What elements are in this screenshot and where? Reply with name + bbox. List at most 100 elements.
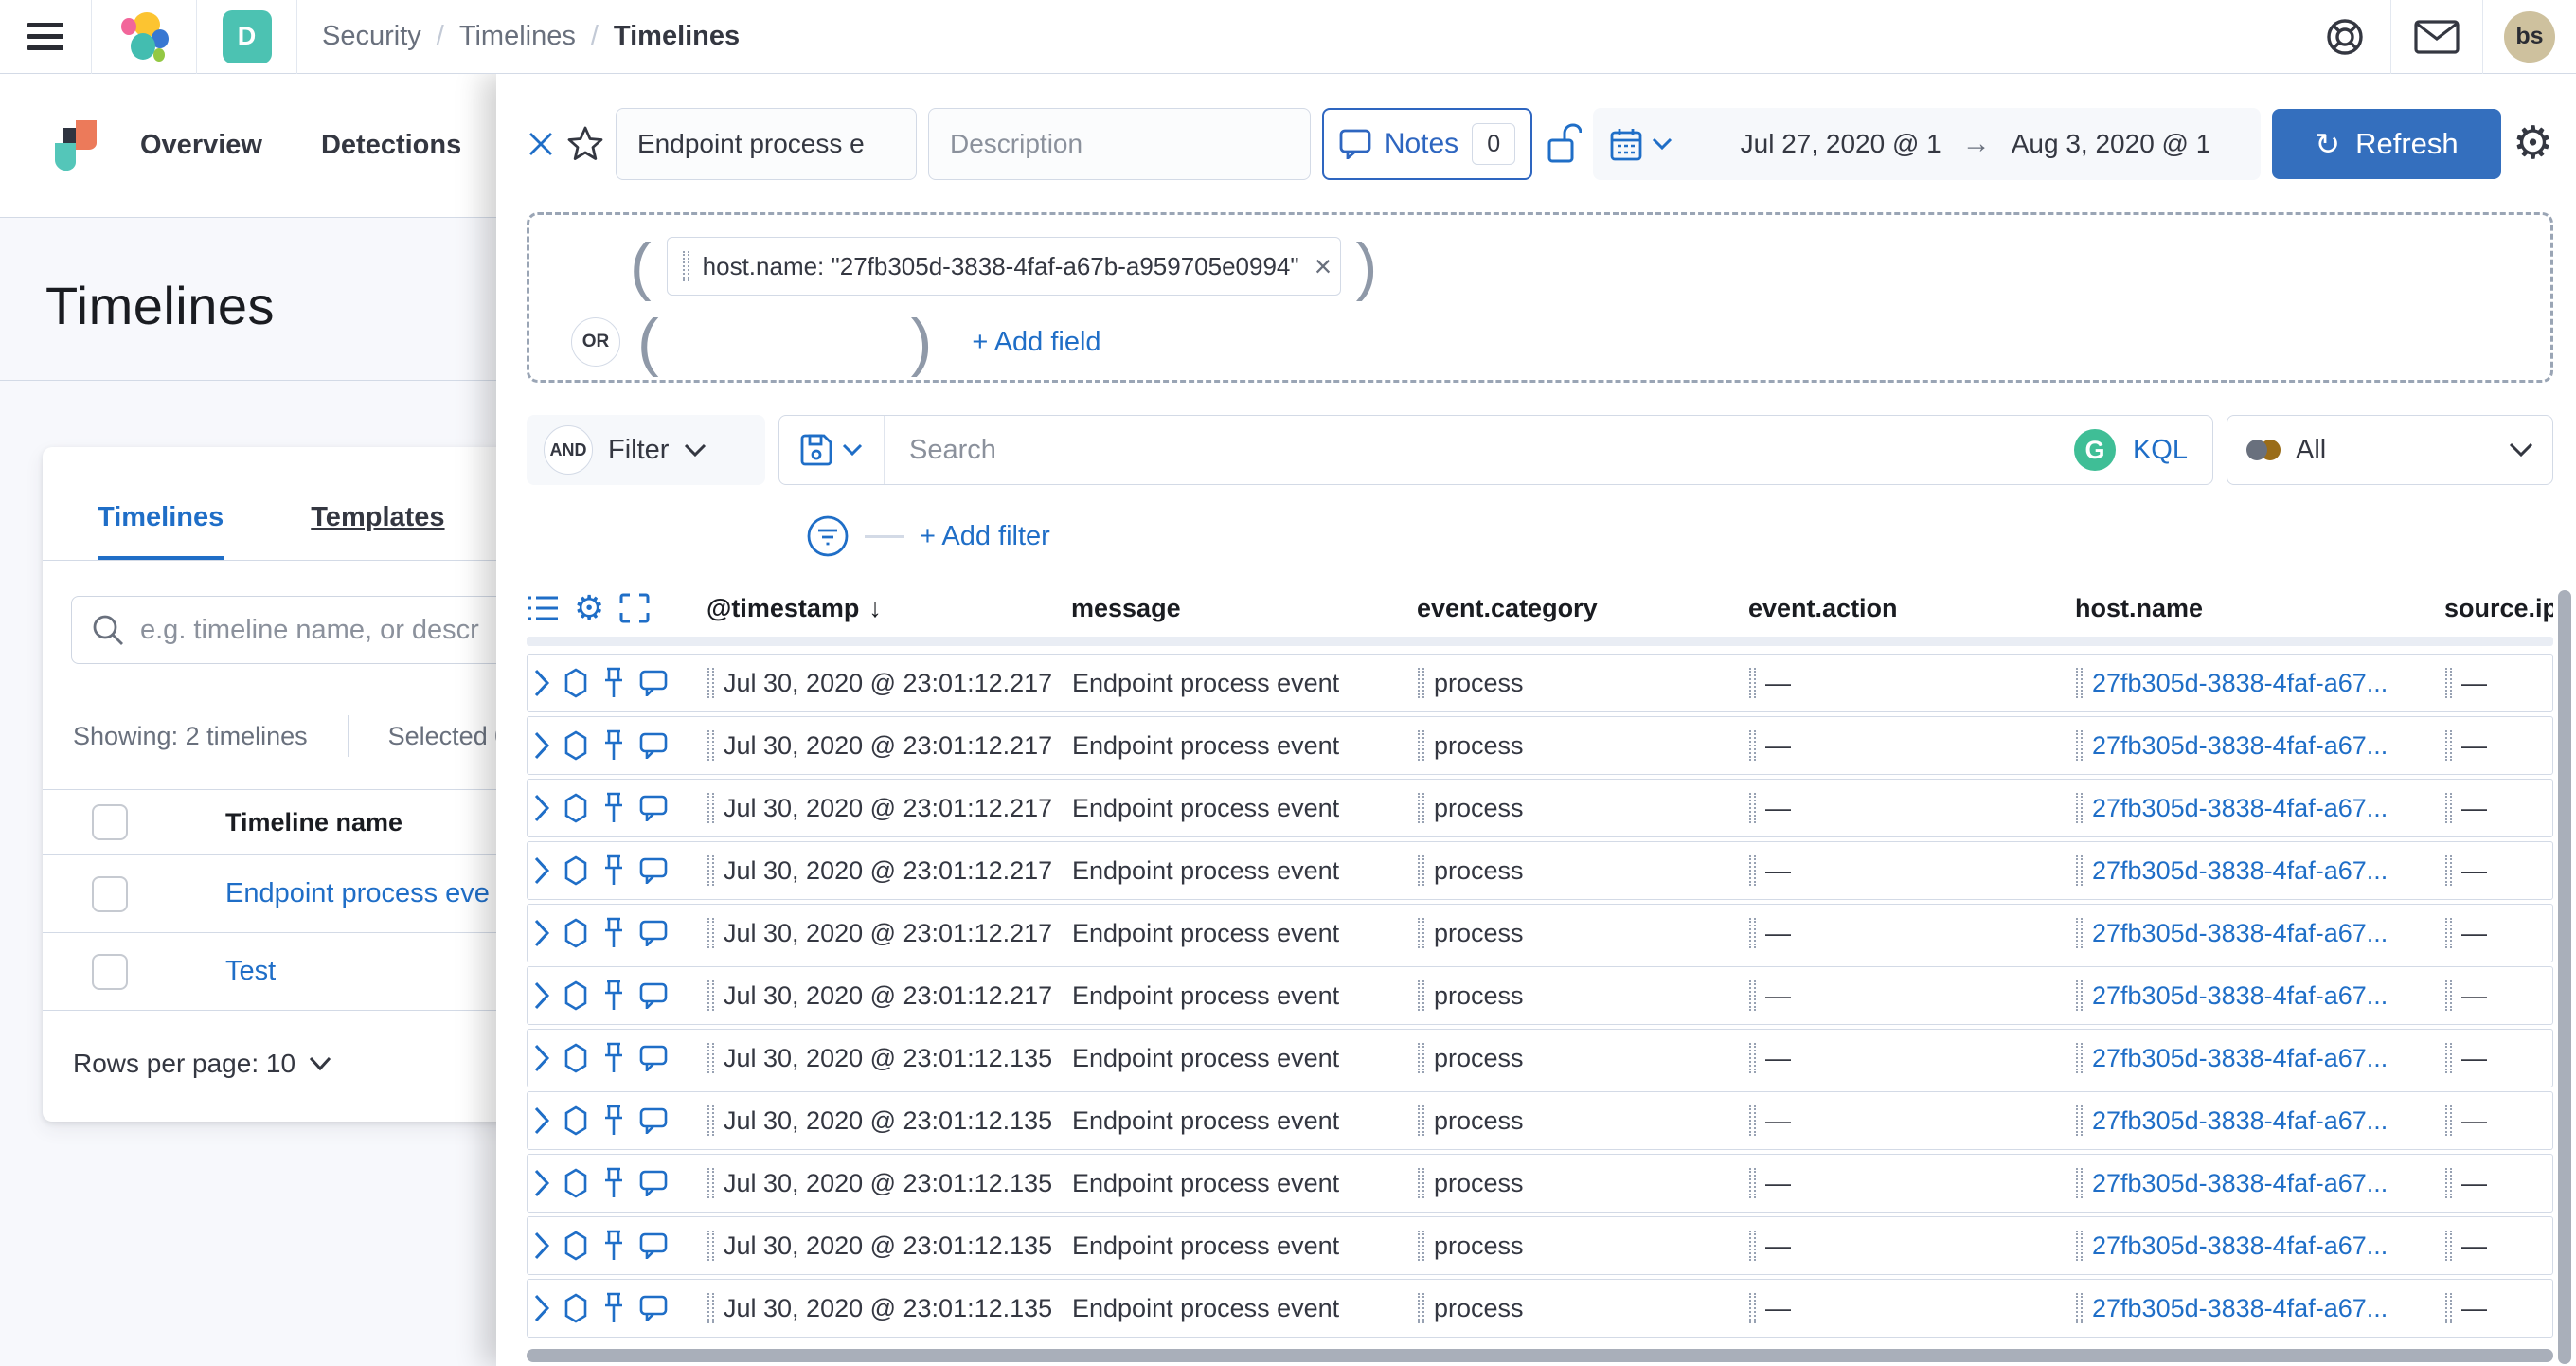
- drag-handle[interactable]: [1749, 918, 1756, 948]
- date-start[interactable]: Jul 27, 2020 @ 1: [1740, 129, 1941, 158]
- breadcrumb-security[interactable]: Security: [322, 21, 421, 51]
- analyze-event-icon[interactable]: [564, 668, 588, 698]
- drag-handle[interactable]: [682, 251, 689, 281]
- pin-icon[interactable]: [601, 917, 626, 949]
- pin-icon[interactable]: [601, 1230, 626, 1262]
- event-row[interactable]: Jul 30, 2020 @ 23:01:12.135 Endpoint pro…: [527, 1216, 2553, 1275]
- expand-event-icon[interactable]: [533, 669, 550, 697]
- timeline-list-row[interactable]: Test: [43, 933, 496, 1011]
- drag-handle[interactable]: [1749, 1043, 1756, 1073]
- host-name-link[interactable]: 27fb305d-3838-4faf-a67...: [2092, 730, 2388, 760]
- timeline-settings-gear-icon[interactable]: ⚙: [2512, 118, 2553, 169]
- grammarly-icon[interactable]: G: [2073, 429, 2116, 471]
- tab-templates[interactable]: Templates: [311, 502, 445, 532]
- drag-handle[interactable]: [707, 855, 714, 886]
- drag-handle[interactable]: [707, 980, 714, 1011]
- event-row[interactable]: Jul 30, 2020 @ 23:01:12.135 Endpoint pro…: [527, 1091, 2553, 1150]
- add-note-icon[interactable]: [639, 670, 668, 696]
- drag-handle[interactable]: [2445, 730, 2452, 761]
- drag-handle[interactable]: [2445, 668, 2452, 698]
- host-name-link[interactable]: 27fb305d-3838-4faf-a67...: [2092, 793, 2388, 822]
- host-name-link[interactable]: 27fb305d-3838-4faf-a67...: [2092, 1168, 2388, 1197]
- rows-per-page[interactable]: Rows per page: 10: [73, 1049, 496, 1079]
- drag-handle[interactable]: [2076, 1043, 2083, 1073]
- timeline-list-row[interactable]: Endpoint process eve: [43, 855, 496, 933]
- mail-icon[interactable]: [2391, 19, 2482, 54]
- timeline-description-input[interactable]: [928, 108, 1311, 180]
- add-note-icon[interactable]: [639, 982, 668, 1009]
- timeline-search-input[interactable]: [140, 614, 489, 646]
- add-note-icon[interactable]: [639, 732, 668, 759]
- drag-handle[interactable]: [2076, 980, 2083, 1011]
- pin-icon[interactable]: [601, 980, 626, 1012]
- filter-icon[interactable]: [806, 514, 850, 558]
- drag-handle[interactable]: [707, 1293, 714, 1323]
- row-checkbox[interactable]: [92, 953, 128, 990]
- drag-handle[interactable]: [1749, 1105, 1756, 1136]
- column-header-host-name[interactable]: host.name: [2075, 593, 2204, 622]
- fullscreen-icon[interactable]: [619, 593, 650, 623]
- add-field-link[interactable]: + Add field: [972, 326, 1101, 357]
- drag-handle[interactable]: [1418, 1231, 1424, 1261]
- drag-handle[interactable]: [1418, 1105, 1424, 1136]
- drag-handle[interactable]: [1418, 1043, 1424, 1073]
- expand-event-icon[interactable]: [533, 794, 550, 822]
- drag-handle[interactable]: [2076, 1168, 2083, 1198]
- event-row[interactable]: Jul 30, 2020 @ 23:01:12.217 Endpoint pro…: [527, 779, 2553, 837]
- pin-icon[interactable]: [601, 1105, 626, 1137]
- drag-handle[interactable]: [707, 668, 714, 698]
- drag-handle[interactable]: [1749, 793, 1756, 823]
- host-name-link[interactable]: 27fb305d-3838-4faf-a67...: [2092, 980, 2388, 1010]
- unlock-icon[interactable]: [1544, 123, 1582, 165]
- host-name-link[interactable]: 27fb305d-3838-4faf-a67...: [2092, 1293, 2388, 1322]
- host-name-link[interactable]: 27fb305d-3838-4faf-a67...: [2092, 1231, 2388, 1260]
- table-settings-gear-icon[interactable]: ⚙: [574, 588, 605, 627]
- drag-handle[interactable]: [2445, 793, 2452, 823]
- drag-handle[interactable]: [1749, 668, 1756, 698]
- event-row[interactable]: Jul 30, 2020 @ 23:01:12.217 Endpoint pro…: [527, 654, 2553, 712]
- host-name-link[interactable]: 27fb305d-3838-4faf-a67...: [2092, 1043, 2388, 1072]
- quick-select-menu[interactable]: [1593, 108, 1690, 180]
- refresh-button[interactable]: ↻ Refresh: [2271, 109, 2501, 179]
- space-badge[interactable]: D: [222, 9, 272, 63]
- horizontal-scrollbar[interactable]: [527, 1349, 2553, 1362]
- add-note-icon[interactable]: [639, 1045, 668, 1071]
- drag-handle[interactable]: [2445, 1231, 2452, 1261]
- analyze-event-icon[interactable]: [564, 855, 588, 886]
- drag-handle[interactable]: [1418, 793, 1424, 823]
- star-icon[interactable]: [566, 125, 604, 163]
- drag-handle[interactable]: [2076, 855, 2083, 886]
- host-name-link[interactable]: 27fb305d-3838-4faf-a67...: [2092, 1105, 2388, 1135]
- drag-handle[interactable]: [707, 1105, 714, 1136]
- column-header-message[interactable]: message: [1071, 593, 1181, 622]
- drag-handle[interactable]: [707, 918, 714, 948]
- expand-event-icon[interactable]: [533, 856, 550, 885]
- date-end[interactable]: Aug 3, 2020 @ 1: [2011, 129, 2211, 158]
- breadcrumb-timelines[interactable]: Timelines: [458, 21, 576, 51]
- expand-event-icon[interactable]: [533, 1294, 550, 1322]
- drag-handle[interactable]: [1749, 730, 1756, 761]
- kql-toggle[interactable]: KQL: [2132, 434, 2188, 465]
- expand-event-icon[interactable]: [533, 1106, 550, 1135]
- drag-handle[interactable]: [2445, 1043, 2452, 1073]
- add-note-icon[interactable]: [639, 1295, 668, 1321]
- drag-handle[interactable]: [1749, 1293, 1756, 1323]
- add-note-icon[interactable]: [639, 857, 668, 884]
- event-row[interactable]: Jul 30, 2020 @ 23:01:12.217 Endpoint pro…: [527, 904, 2553, 962]
- drag-handle[interactable]: [2445, 855, 2452, 886]
- event-row[interactable]: Jul 30, 2020 @ 23:01:12.217 Endpoint pro…: [527, 841, 2553, 900]
- drag-handle[interactable]: [2076, 793, 2083, 823]
- drag-handle[interactable]: [1749, 980, 1756, 1011]
- search-input[interactable]: [885, 434, 2074, 466]
- drag-handle[interactable]: [2076, 730, 2083, 761]
- add-note-icon[interactable]: [639, 1107, 668, 1134]
- host-name-link[interactable]: 27fb305d-3838-4faf-a67...: [2092, 855, 2388, 885]
- expand-event-icon[interactable]: [533, 1231, 550, 1260]
- add-note-icon[interactable]: [639, 1232, 668, 1259]
- tab-timelines[interactable]: Timelines: [98, 502, 224, 560]
- and-filter-dropdown[interactable]: AND Filter: [527, 415, 765, 485]
- drag-handle[interactable]: [1749, 1231, 1756, 1261]
- expand-event-icon[interactable]: [533, 981, 550, 1010]
- pin-icon[interactable]: [601, 729, 626, 762]
- drag-handle[interactable]: [2076, 1231, 2083, 1261]
